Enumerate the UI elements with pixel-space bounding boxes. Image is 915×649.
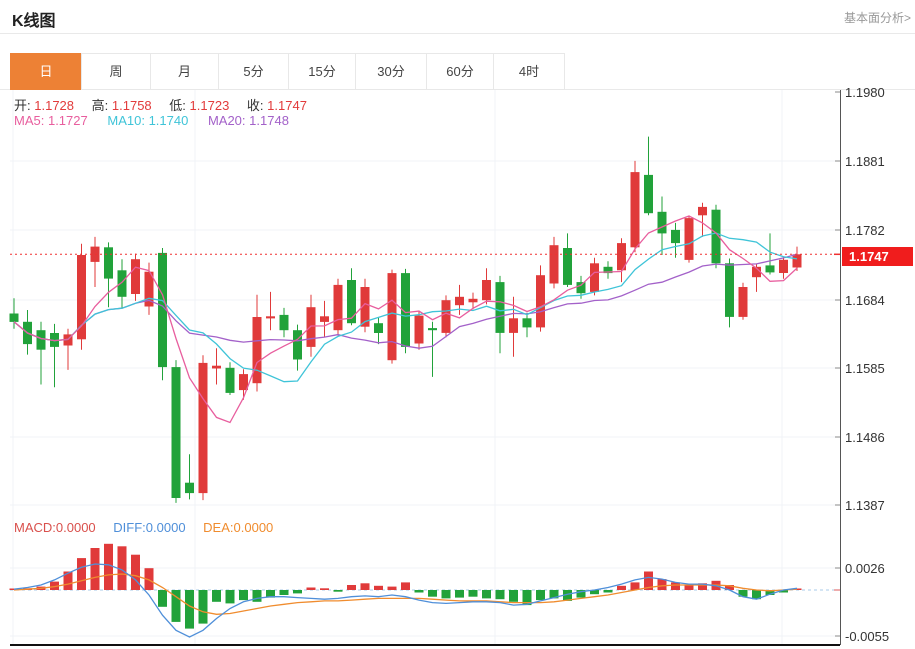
ma5-value: 1.1727: [47, 113, 88, 128]
ma20-value: 1.1748: [249, 113, 289, 128]
current-price-badge: 1.1747: [842, 247, 913, 266]
macd-tick-1: 0.0026: [845, 561, 885, 576]
tab-month[interactable]: 月: [150, 53, 219, 90]
low-value: 1.1723: [189, 98, 230, 113]
macd-value: 0.0000: [55, 520, 96, 535]
tab-week[interactable]: 周: [81, 53, 151, 90]
ma10-label: MA10:: [107, 113, 145, 128]
ma20-label: MA20:: [207, 113, 246, 128]
tab-15min[interactable]: 15分: [288, 53, 356, 90]
ohlc-legend: 开: 1.1728 高: 1.1758 低: 1.1723 收: 1.1747: [14, 95, 321, 114]
price-tick-3: 1.1782: [845, 223, 885, 238]
price-tick-4: 1.1684: [845, 293, 885, 308]
macd-legend: MACD:0.0000 DIFF:0.0000 DEA:0.0000: [14, 520, 273, 535]
open-label: 开:: [14, 98, 31, 113]
open-value: 1.1728: [34, 98, 75, 113]
price-tick-7: 1.1387: [845, 498, 885, 513]
close-label: 收:: [246, 98, 264, 113]
period-tabbar: 日 周 月 5分 15分 30分 60分 4时: [10, 53, 565, 90]
macd-label: MACD:: [14, 520, 56, 535]
tab-30min[interactable]: 30分: [355, 53, 427, 90]
price-tick-5: 1.1585: [845, 361, 885, 376]
dea-label: DEA:: [203, 520, 234, 535]
macd-tick-2: -0.0055: [845, 629, 890, 644]
price-tick-6: 1.1486: [845, 430, 885, 445]
diff-value: 0.0000: [145, 520, 186, 535]
high-label: 高:: [91, 98, 109, 113]
fundamental-analysis-link[interactable]: 基本面分析>: [843, 11, 911, 25]
price-tick-2: 1.1881: [845, 154, 885, 169]
tab-day[interactable]: 日: [10, 53, 82, 90]
tab-4hour[interactable]: 4时: [493, 53, 565, 90]
diff-label: DIFF:: [113, 520, 146, 535]
ma5-label: MA5:: [14, 113, 45, 128]
ma-legend: MA5: 1.1727 MA10: 1.1740 MA20: 1.1748: [14, 113, 289, 128]
low-label: 低:: [169, 98, 186, 113]
tab-60min[interactable]: 60分: [426, 53, 494, 90]
page-title: K线图: [12, 13, 56, 30]
header-divider: [0, 33, 915, 34]
dea-value: 0.0000: [233, 520, 274, 535]
close-value: 1.1747: [267, 98, 307, 113]
ma10-value: 1.1740: [148, 113, 189, 128]
tab-5min[interactable]: 5分: [218, 53, 289, 90]
price-tick-1: 1.1980: [845, 85, 885, 100]
high-value: 1.1758: [111, 98, 152, 113]
